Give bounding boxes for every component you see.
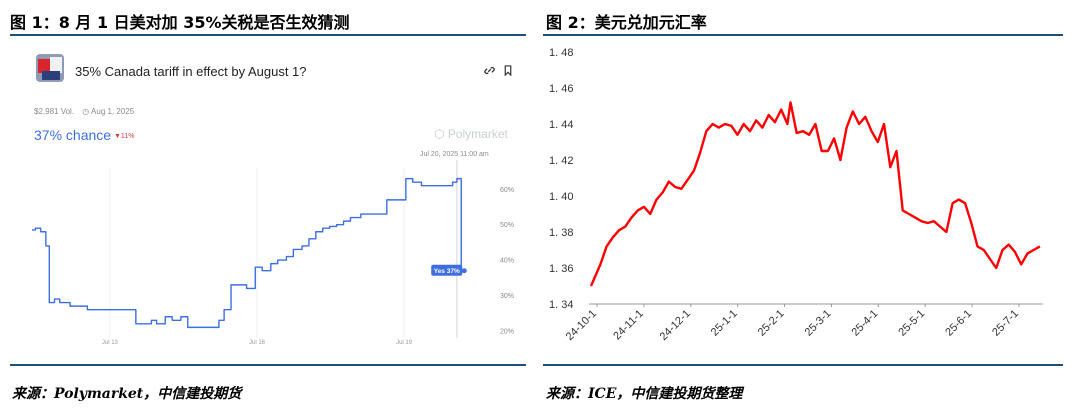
x-tick-label: Jul 19 [396,340,413,346]
figure-2-title: 图 2：美元兑加元汇率 [546,13,707,32]
y-tick-label: 20% [500,328,514,335]
x-tick-label: 25-6-1 [943,308,974,339]
chance-value: 37% chance [34,127,112,143]
y-tick-label: 30% [500,293,514,300]
polymarket-logo-icon: ⬡ [434,127,445,141]
y-tick-label: 40% [500,258,514,265]
tooltip-label: Yes 37% [434,268,460,275]
market-meta: $2,981 Vol. ◷ Aug 1, 2025 [34,107,134,116]
series-line-yes [32,177,462,329]
y-tick-label: 60% [500,187,514,194]
market-question[interactable]: 35% Canada tariff in effect by August 1? [75,64,307,79]
x-tick-label: 25-4-1 [849,308,880,339]
x-tick-label: 25-5-1 [896,308,927,339]
x-tick-label: 25-1-1 [709,308,740,339]
polymarket-line-chart[interactable]: 60% 50% 40% 30% 20% Jul 13 Jul 16 Jul 19 Yes 37% [22,40,520,358]
bookmark-icon[interactable] [503,65,513,79]
link-icon[interactable] [484,65,495,79]
bottom-rule-left [10,364,526,366]
figure-1-title: 图 1：8 月 1 日美对加 35%关税是否生效猜测 [10,13,350,32]
x-tick-label: 24-10-1 [564,308,599,343]
clock-icon: ◷ [82,107,90,116]
polymarket-watermark: ⬡ Polymarket [434,127,508,141]
figure-1-source: 来源：Polymarket，中信建投期货 [12,386,242,402]
x-tick-label: Jul 13 [102,340,119,346]
y-tick-label: 1. 34 [549,299,573,311]
market-thumbnail[interactable] [36,54,64,82]
x-tick-label: 25-2-1 [756,308,787,339]
x-tick-label: 25-3-1 [803,308,834,339]
hover-timestamp: Jul 20, 2025 11:00 am [420,151,489,158]
y-tick-label: 1. 38 [549,227,573,239]
x-tick-label: 24-12-1 [658,308,693,343]
y-tick-label: 1. 36 [549,263,573,275]
market-volume: $2,981 Vol. [34,107,75,116]
x-tick-label: 25-7-1 [990,308,1021,339]
y-tick-label: 1. 42 [549,155,573,167]
y-tick-label: 1. 48 [549,47,573,59]
endpoint-dot [461,268,467,274]
chance-change: ▼11% [114,133,135,140]
bottom-rule-right [543,364,1063,366]
market-end-date: Aug 1, 2025 [91,107,135,116]
x-tick-label: Jul 16 [249,340,266,346]
polymarket-card: 35% Canada tariff in effect by August 1?… [22,40,520,358]
polymarket-brand-name: Polymarket [447,127,508,141]
y-tick-label: 1. 40 [549,191,573,203]
y-tick-label: 1. 46 [549,83,573,95]
top-rule-right [543,34,1063,36]
x-tick-label: 24-11-1 [611,308,646,343]
y-tick-label: 50% [500,222,514,229]
tooltip-bg [431,264,463,276]
y-tick-label: 1. 44 [549,119,573,131]
figure-2-source: 来源：ICE，中信建投期货整理 [546,386,743,402]
usdcad-line-chart: 1. 48 1. 46 1. 44 1. 42 1. 40 1. 38 1. 36 1. 34… [549,47,1043,343]
series-line-usdcad [589,101,1041,287]
top-rule-left [10,34,526,36]
